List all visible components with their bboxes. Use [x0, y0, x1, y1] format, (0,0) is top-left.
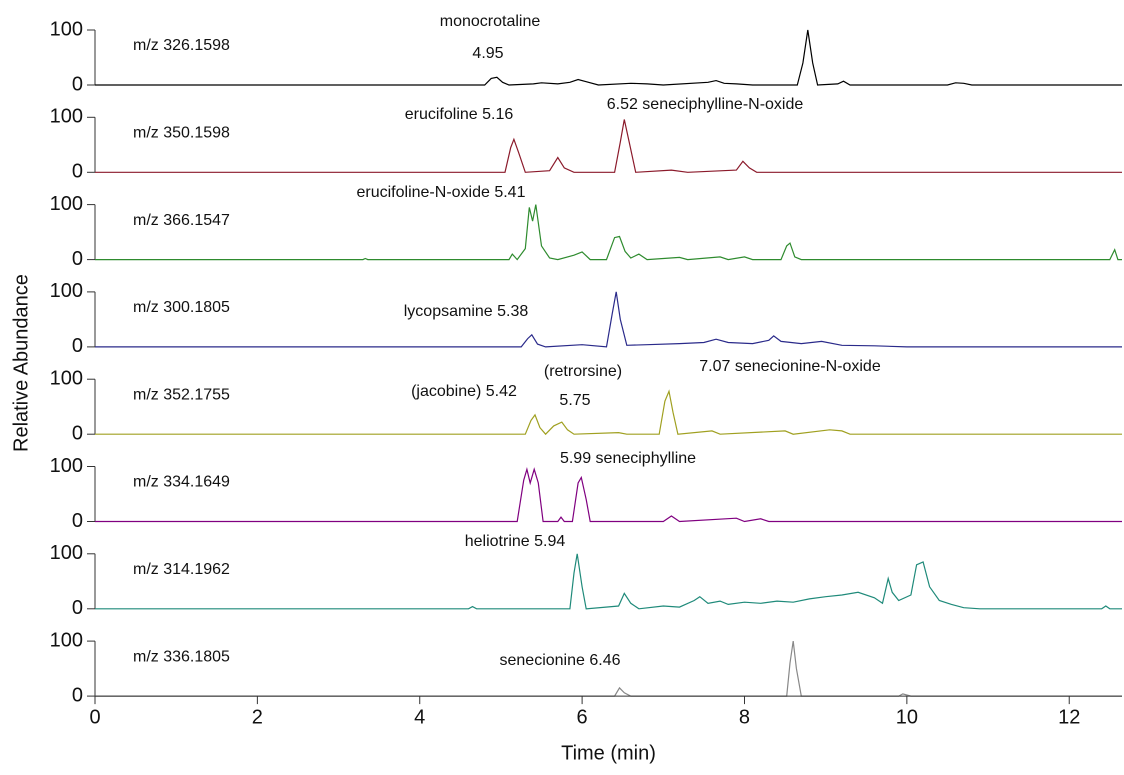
y-tick-label: 100	[50, 455, 83, 477]
x-tick-label: 4	[414, 706, 425, 728]
peak-annotation: 5.99 seneciphylline	[560, 450, 696, 467]
x-tick-label: 12	[1058, 706, 1080, 728]
peak-annotation: (retrorsine)	[544, 363, 622, 380]
mass-label: m/z 314.1962	[133, 561, 230, 578]
mass-label: m/z 366.1547	[133, 212, 230, 229]
mass-label: m/z 334.1649	[133, 474, 230, 491]
peak-annotation: 4.95	[472, 45, 503, 62]
x-tick-label: 0	[89, 706, 100, 728]
y-tick-label: 100	[50, 629, 83, 651]
y-tick-label: 100	[50, 367, 83, 389]
y-tick-label: 100	[50, 18, 83, 40]
trace	[95, 204, 1122, 261]
peak-annotation: erucifoline 5.16	[405, 106, 514, 123]
peak-annotation: monocrotaline	[440, 13, 541, 30]
peak-annotation: 6.52 seneciphylline-N-oxide	[607, 96, 804, 113]
y-tick-label: 100	[50, 280, 83, 302]
peak-annotation: 7.07 senecionine-N-oxide	[699, 358, 881, 375]
peak-annotation: erucifoline-N-oxide 5.41	[357, 184, 526, 201]
trace	[95, 553, 1122, 610]
trace	[95, 29, 1122, 86]
y-tick-label: 0	[72, 684, 83, 706]
trace	[95, 291, 1122, 348]
y-tick-label: 0	[72, 248, 83, 270]
y-tick-label: 0	[72, 335, 83, 357]
peak-annotation: (jacobine) 5.42	[411, 383, 517, 400]
y-tick-label: 100	[50, 106, 83, 128]
mass-label: m/z 336.1805	[133, 648, 230, 665]
peak-annotation: 5.75	[559, 392, 590, 409]
y-tick-label: 100	[50, 542, 83, 564]
mass-label: m/z 300.1805	[133, 299, 230, 316]
y-tick-label: 0	[72, 510, 83, 532]
mass-label: m/z 326.1598	[133, 37, 230, 54]
trace	[95, 466, 1122, 523]
y-tick-label: 0	[72, 73, 83, 95]
x-tick-label: 8	[739, 706, 750, 728]
x-tick-label: 2	[252, 706, 263, 728]
peak-annotation: heliotrine 5.94	[465, 533, 566, 550]
trace	[95, 119, 1122, 173]
x-axis-title: Time (min)	[561, 742, 656, 764]
y-tick-label: 0	[72, 161, 83, 183]
mass-label: m/z 352.1755	[133, 386, 230, 403]
peak-annotation: senecionine 6.46	[500, 652, 621, 669]
trace	[95, 389, 1122, 436]
x-tick-label: 10	[896, 706, 918, 728]
y-tick-label: 0	[72, 422, 83, 444]
y-tick-label: 0	[72, 597, 83, 619]
trace	[95, 641, 1122, 697]
mass-label: m/z 350.1598	[133, 125, 230, 142]
peak-annotation: lycopsamine 5.38	[404, 303, 529, 320]
y-axis-title: Relative Abundance	[10, 274, 32, 452]
x-tick-label: 6	[577, 706, 588, 728]
y-tick-label: 100	[50, 193, 83, 215]
